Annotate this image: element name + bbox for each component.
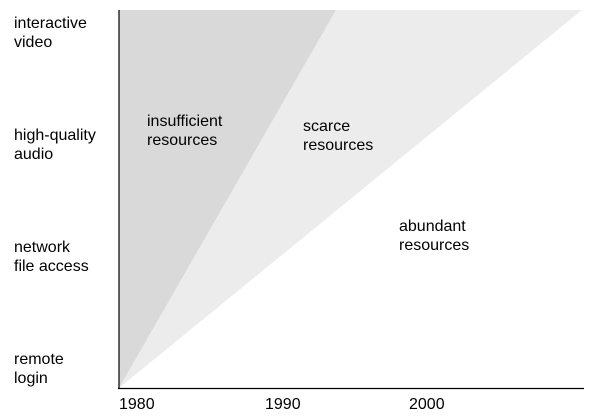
- y-label-interactive-video: interactive video: [14, 15, 87, 51]
- label-insufficient-resources: insufficient resources: [147, 113, 223, 149]
- y-label-remote-login: remote login: [14, 351, 64, 387]
- region-insufficient-resources: [119, 10, 336, 388]
- label-abundant-resources: abundant resources: [399, 218, 470, 254]
- y-label-network-file-access: network file access: [14, 239, 89, 275]
- label-scarce-resources: scarce resources: [303, 118, 374, 154]
- x-tick-1980: 1980: [119, 396, 155, 413]
- x-tick-2000: 2000: [409, 396, 445, 413]
- region-scarce-resources: [119, 10, 582, 388]
- y-label-high-quality-audio: high-quality audio: [14, 127, 96, 163]
- x-tick-1990: 1990: [265, 396, 301, 413]
